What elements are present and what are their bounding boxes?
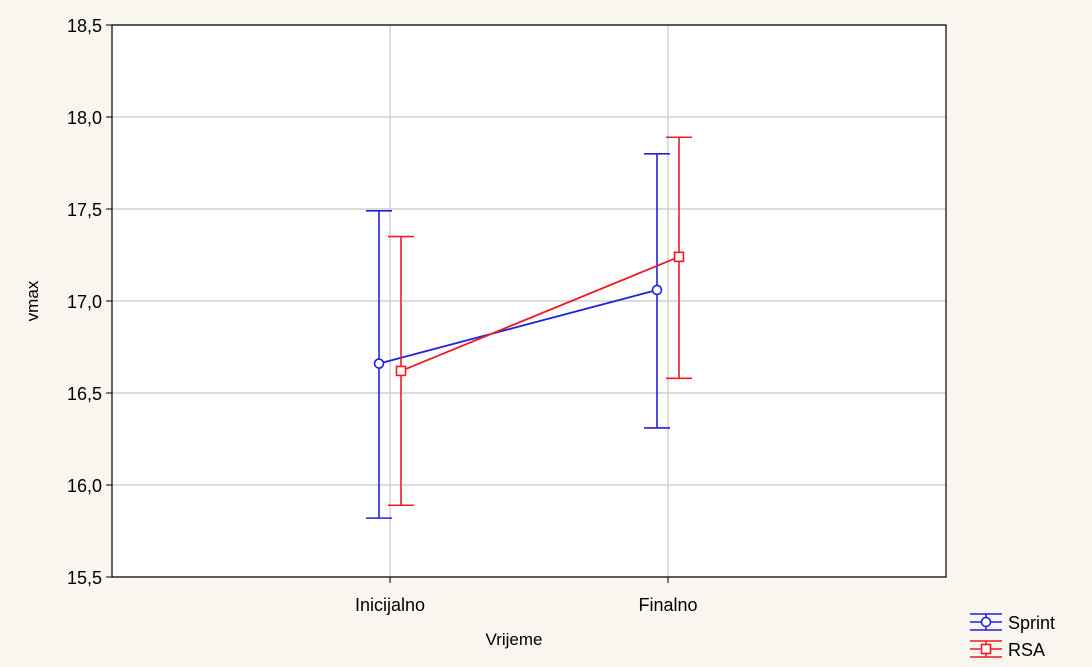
data-point <box>673 251 685 263</box>
legend: Sprint RSA <box>970 613 1055 660</box>
y-tick-label: 16,5 <box>67 384 102 404</box>
y-tick-label: 18,5 <box>67 16 102 36</box>
x-axis-label: Vrijeme <box>486 630 543 649</box>
legend-item-rsa: RSA <box>970 640 1045 660</box>
y-tick-label: 18,0 <box>67 108 102 128</box>
data-point <box>373 358 385 369</box>
y-axis-label: vmax <box>23 280 42 321</box>
y-tick-label: 17,5 <box>67 200 102 220</box>
legend-marker <box>980 643 992 655</box>
data-point <box>651 284 663 296</box>
legend-label: Sprint <box>1008 613 1055 633</box>
y-tick-label: 17,0 <box>67 292 102 312</box>
x-tick-label: Inicijalno <box>355 595 425 615</box>
y-axis: 15,5 16,0 16,5 17,0 17,5 18,0 18,5 <box>67 16 112 588</box>
legend-label: RSA <box>1008 640 1045 660</box>
series-sprint <box>366 153 670 519</box>
y-tick-label: 15,5 <box>67 568 102 588</box>
x-tick-label: Finalno <box>638 595 697 615</box>
legend-item-sprint: Sprint <box>970 613 1055 633</box>
series-line <box>400 256 680 372</box>
legend-marker <box>980 616 992 628</box>
x-axis: Inicijalno Finalno <box>355 577 698 615</box>
series-line <box>378 289 658 365</box>
series-rsa <box>388 136 692 507</box>
data-point <box>395 365 407 377</box>
series-layer <box>366 136 692 519</box>
y-tick-label: 16,0 <box>67 476 102 496</box>
